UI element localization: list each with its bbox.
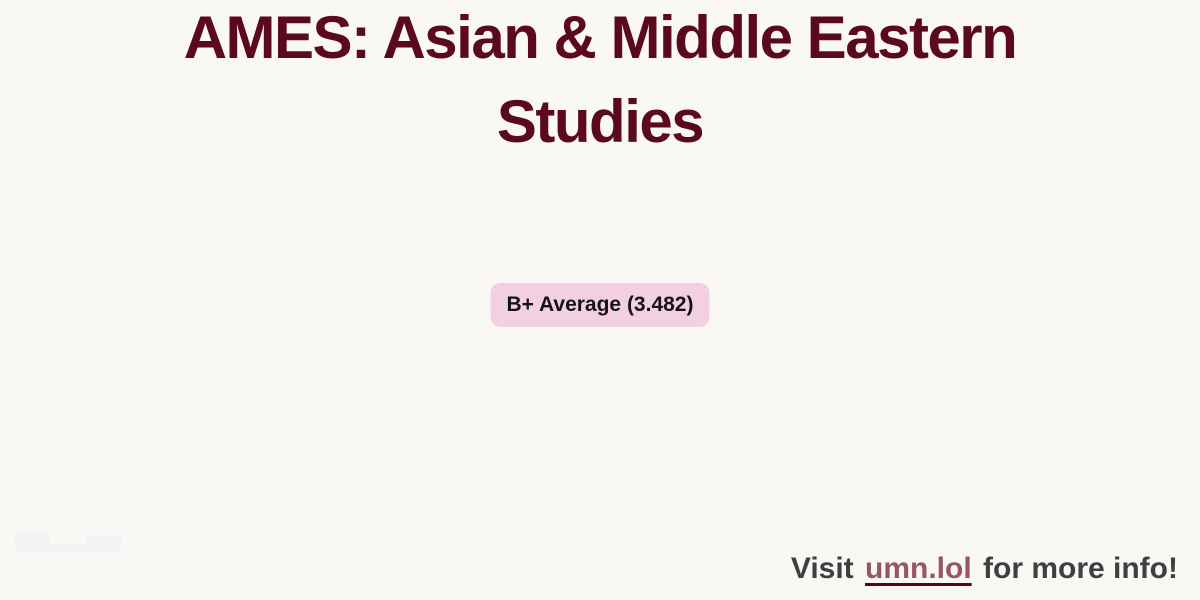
average-grade-badge: B+ Average (3.482) — [490, 283, 710, 327]
faint-placeholder-widget — [15, 533, 121, 551]
page-title: AMES: Asian & Middle Eastern Studies — [183, 4, 1018, 155]
placeholder-bar-right — [86, 536, 121, 551]
footer-note: Visit umn.lol for more info! — [791, 552, 1178, 586]
umn-lol-link[interactable]: umn.lol — [865, 552, 972, 585]
footer-suffix: for more info! — [974, 552, 1178, 585]
placeholder-baseline — [50, 544, 86, 551]
placeholder-bar-left — [15, 533, 50, 551]
footer-prefix: Visit — [790, 552, 863, 585]
